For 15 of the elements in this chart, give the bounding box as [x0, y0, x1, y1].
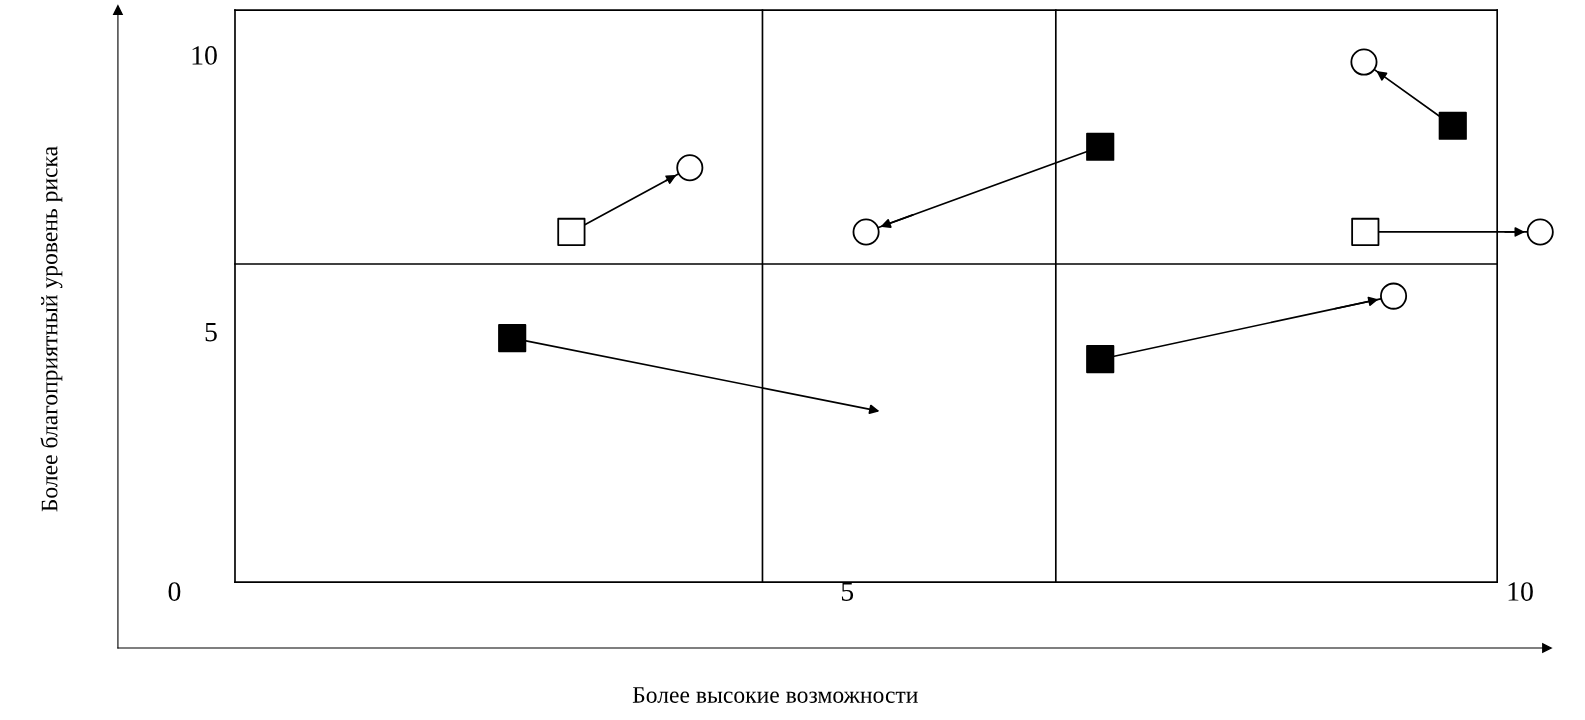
- point: [1380, 282, 1408, 310]
- point: [1086, 345, 1115, 374]
- x-tick-label: 0: [168, 582, 181, 601]
- point: [1086, 132, 1115, 161]
- point: [557, 217, 586, 247]
- x-tick-label: 10: [1508, 582, 1533, 601]
- point: [1350, 48, 1378, 76]
- point: [1438, 111, 1467, 140]
- point: [852, 218, 880, 246]
- point: [1351, 217, 1380, 247]
- x-axis-title: Более высокие возможности: [632, 687, 918, 703]
- point: [676, 154, 704, 182]
- point: [498, 324, 527, 353]
- y-axis-title: Более благоприятный уровень риска: [40, 146, 63, 512]
- point: [1526, 218, 1554, 246]
